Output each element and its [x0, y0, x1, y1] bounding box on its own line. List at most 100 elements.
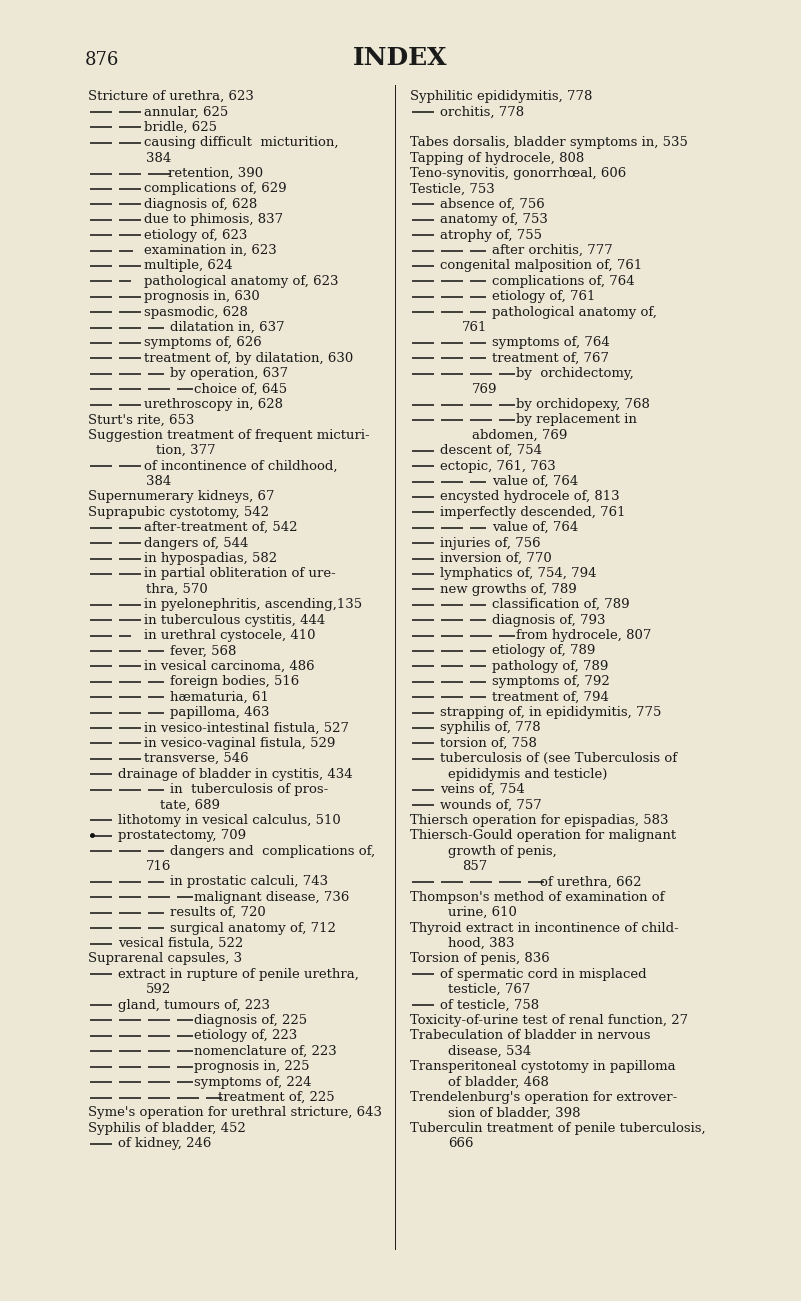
Text: pathological anatomy of,: pathological anatomy of,: [492, 306, 657, 319]
Text: atrophy of, 755: atrophy of, 755: [440, 229, 542, 242]
Text: fever, 568: fever, 568: [170, 644, 236, 657]
Text: dilatation in, 637: dilatation in, 637: [170, 321, 284, 334]
Text: in  tuberculosis of pros-: in tuberculosis of pros-: [170, 783, 328, 796]
Text: 592: 592: [146, 984, 171, 997]
Text: Sturt's rite, 653: Sturt's rite, 653: [88, 414, 195, 427]
Text: Thompson's method of examination of: Thompson's method of examination of: [410, 891, 665, 904]
Text: prostatectomy, 709: prostatectomy, 709: [118, 829, 246, 842]
Text: 384: 384: [146, 152, 171, 165]
Text: pathology of, 789: pathology of, 789: [492, 660, 609, 673]
Text: lithotomy in vesical calculus, 510: lithotomy in vesical calculus, 510: [118, 814, 340, 827]
Text: in vesico-vaginal fistula, 529: in vesico-vaginal fistula, 529: [144, 736, 336, 749]
Text: retention, 390: retention, 390: [168, 167, 263, 180]
Text: Supernumerary kidneys, 67: Supernumerary kidneys, 67: [88, 490, 275, 503]
Text: Toxicity-of-urine test of renal function, 27: Toxicity-of-urine test of renal function…: [410, 1013, 688, 1026]
Text: descent of, 754: descent of, 754: [440, 444, 542, 457]
Text: Teno-synovitis, gonorrhœal, 606: Teno-synovitis, gonorrhœal, 606: [410, 167, 626, 180]
Text: due to phimosis, 837: due to phimosis, 837: [144, 213, 283, 226]
Text: symptoms of, 764: symptoms of, 764: [492, 337, 610, 350]
Text: Tuberculin treatment of penile tuberculosis,: Tuberculin treatment of penile tuberculo…: [410, 1121, 706, 1134]
Text: of spermatic cord in misplaced: of spermatic cord in misplaced: [440, 968, 646, 981]
Text: diagnosis of, 793: diagnosis of, 793: [492, 614, 606, 627]
Text: 716: 716: [146, 860, 171, 873]
Text: tuberculosis of (see Tuberculosis of: tuberculosis of (see Tuberculosis of: [440, 752, 677, 765]
Text: Trendelenburg's operation for extrover-: Trendelenburg's operation for extrover-: [410, 1092, 678, 1105]
Text: tate, 689: tate, 689: [160, 799, 220, 812]
Text: spasmodic, 628: spasmodic, 628: [144, 306, 248, 319]
Text: veins of, 754: veins of, 754: [440, 783, 525, 796]
Text: etiology of, 789: etiology of, 789: [492, 644, 595, 657]
Text: dangers and  complications of,: dangers and complications of,: [170, 844, 375, 857]
Text: prognosis in, 225: prognosis in, 225: [194, 1060, 309, 1073]
Text: etiology of, 223: etiology of, 223: [194, 1029, 297, 1042]
Text: Stricture of urethra, 623: Stricture of urethra, 623: [88, 90, 254, 103]
Text: Thyroid extract in incontinence of child-: Thyroid extract in incontinence of child…: [410, 921, 678, 934]
Text: in partial obliteration of ure-: in partial obliteration of ure-: [144, 567, 336, 580]
Text: foreign bodies, 516: foreign bodies, 516: [170, 675, 300, 688]
Text: syphilis of, 778: syphilis of, 778: [440, 721, 541, 734]
Text: new growths of, 789: new growths of, 789: [440, 583, 577, 596]
Text: in vesico-intestinal fistula, 527: in vesico-intestinal fistula, 527: [144, 721, 349, 734]
Text: nomenclature of, 223: nomenclature of, 223: [194, 1045, 336, 1058]
Text: of testicle, 758: of testicle, 758: [440, 999, 539, 1012]
Text: in tuberculous cystitis, 444: in tuberculous cystitis, 444: [144, 614, 325, 627]
Text: of kidney, 246: of kidney, 246: [118, 1137, 211, 1150]
Text: Thiersch operation for epispadias, 583: Thiersch operation for epispadias, 583: [410, 814, 669, 827]
Text: injuries of, 756: injuries of, 756: [440, 536, 541, 549]
Text: anatomy of, 753: anatomy of, 753: [440, 213, 548, 226]
Text: Tapping of hydrocele, 808: Tapping of hydrocele, 808: [410, 152, 584, 165]
Text: testicle, 767: testicle, 767: [448, 984, 530, 997]
Text: thra, 570: thra, 570: [146, 583, 207, 596]
Text: after-treatment of, 542: after-treatment of, 542: [144, 522, 297, 535]
Text: etiology of, 623: etiology of, 623: [144, 229, 248, 242]
Text: of urethra, 662: of urethra, 662: [540, 876, 642, 889]
Text: encysted hydrocele of, 813: encysted hydrocele of, 813: [440, 490, 620, 503]
Text: diagnosis of, 628: diagnosis of, 628: [144, 198, 257, 211]
Text: growth of penis,: growth of penis,: [448, 844, 557, 857]
Text: tion, 377: tion, 377: [156, 444, 215, 457]
Text: surgical anatomy of, 712: surgical anatomy of, 712: [170, 921, 336, 934]
Text: imperfectly descended, 761: imperfectly descended, 761: [440, 506, 626, 519]
Text: treatment of, by dilatation, 630: treatment of, by dilatation, 630: [144, 351, 353, 364]
Text: Suprarenal capsules, 3: Suprarenal capsules, 3: [88, 952, 242, 965]
Text: urine, 610: urine, 610: [448, 907, 517, 920]
Text: choice of, 645: choice of, 645: [194, 382, 287, 396]
Text: results of, 720: results of, 720: [170, 907, 266, 920]
Text: causing difficult  micturition,: causing difficult micturition,: [144, 137, 339, 150]
Text: inversion of, 770: inversion of, 770: [440, 552, 552, 565]
Text: annular, 625: annular, 625: [144, 105, 228, 118]
Text: lymphatics of, 754, 794: lymphatics of, 754, 794: [440, 567, 597, 580]
Text: Syme's operation for urethral stricture, 643: Syme's operation for urethral stricture,…: [88, 1106, 382, 1119]
Text: complications of, 629: complications of, 629: [144, 182, 287, 195]
Text: diagnosis of, 225: diagnosis of, 225: [194, 1013, 307, 1026]
Text: examination in, 623: examination in, 623: [144, 245, 277, 258]
Text: treatment of, 794: treatment of, 794: [492, 691, 609, 704]
Text: Tabes dorsalis, bladder symptoms in, 535: Tabes dorsalis, bladder symptoms in, 535: [410, 137, 688, 150]
Text: Trabeculation of bladder in nervous: Trabeculation of bladder in nervous: [410, 1029, 650, 1042]
Text: value of, 764: value of, 764: [492, 475, 578, 488]
Text: strapping of, in epididymitis, 775: strapping of, in epididymitis, 775: [440, 706, 662, 719]
Text: dangers of, 544: dangers of, 544: [144, 536, 248, 549]
Text: Suprapubic cystotomy, 542: Suprapubic cystotomy, 542: [88, 506, 269, 519]
Text: complications of, 764: complications of, 764: [492, 275, 634, 288]
Text: vesical fistula, 522: vesical fistula, 522: [118, 937, 244, 950]
Text: transverse, 546: transverse, 546: [144, 752, 248, 765]
Text: in urethral cystocele, 410: in urethral cystocele, 410: [144, 628, 316, 641]
Text: Thiersch-Gould operation for malignant: Thiersch-Gould operation for malignant: [410, 829, 676, 842]
Text: malignant disease, 736: malignant disease, 736: [194, 891, 349, 904]
Text: after orchitis, 777: after orchitis, 777: [492, 245, 613, 258]
Text: treatment of, 225: treatment of, 225: [218, 1092, 335, 1105]
Text: sion of bladder, 398: sion of bladder, 398: [448, 1106, 581, 1119]
Text: INDEX: INDEX: [353, 46, 448, 70]
Text: congenital malposition of, 761: congenital malposition of, 761: [440, 259, 642, 272]
Text: Transperitoneal cystotomy in papilloma: Transperitoneal cystotomy in papilloma: [410, 1060, 675, 1073]
Text: prognosis in, 630: prognosis in, 630: [144, 290, 260, 303]
Text: Testicle, 753: Testicle, 753: [410, 182, 495, 195]
Text: 666: 666: [448, 1137, 473, 1150]
Text: by  orchidectomy,: by orchidectomy,: [516, 367, 634, 380]
Text: 761: 761: [462, 321, 487, 334]
Text: pathological anatomy of, 623: pathological anatomy of, 623: [144, 275, 339, 288]
Text: multiple, 624: multiple, 624: [144, 259, 232, 272]
Text: hood, 383: hood, 383: [448, 937, 514, 950]
Text: classification of, 789: classification of, 789: [492, 598, 630, 611]
